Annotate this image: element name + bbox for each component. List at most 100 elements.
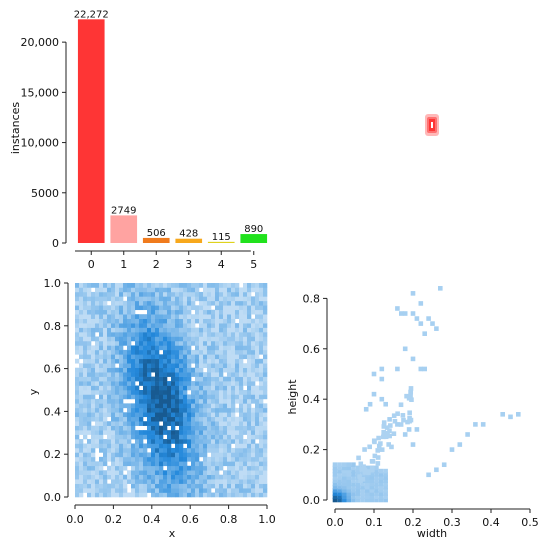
- heatmap-cell: [239, 398, 244, 404]
- heatmap-cell: [195, 296, 200, 302]
- heatmap-cell: [159, 474, 164, 480]
- heatmap-cell: [79, 363, 84, 369]
- heatmap-cell: [187, 345, 192, 351]
- heatmap-cell: [219, 443, 224, 449]
- heatmap-cell: [263, 447, 268, 453]
- heatmap-cell: [223, 416, 228, 422]
- heatmap-cell: [143, 430, 148, 435]
- heatmap-cell: [211, 479, 216, 484]
- heatmap-cell: [87, 456, 92, 462]
- heatmap-cell: [251, 349, 256, 355]
- heatmap-cell: [255, 376, 260, 382]
- heatmap-cell: [123, 372, 128, 377]
- heatmap-cell: [191, 367, 196, 373]
- heatmap-cell: [187, 314, 192, 319]
- heatmap-cell: [371, 438, 377, 444]
- heatmap-cell: [199, 461, 204, 467]
- heatmap-cell: [361, 464, 366, 469]
- heatmap-cell: [351, 468, 356, 474]
- heatmap-cell: [187, 327, 192, 333]
- heatmap-cell: [147, 314, 152, 319]
- heatmap-cell: [332, 478, 338, 484]
- heatmap-cell: [247, 483, 252, 489]
- heatmap-cell: [239, 323, 244, 328]
- heatmap-cell: [155, 309, 160, 315]
- heatmap-cell: [91, 390, 96, 395]
- heatmap-cell: [211, 416, 216, 422]
- heatmap-cell: [227, 452, 232, 458]
- heatmap-cell: [147, 300, 152, 306]
- heatmap-cell: [457, 442, 463, 447]
- heatmap-cell: [223, 412, 228, 418]
- heatmap-cell: [235, 443, 240, 449]
- heatmap-cell: [75, 300, 80, 306]
- heatmap-cell: [235, 461, 240, 467]
- heatmap-cell: [337, 475, 342, 480]
- bar-y-axis-label: instances: [9, 102, 22, 155]
- heatmap-cell: [187, 336, 192, 342]
- heatmap-cell: [147, 398, 152, 404]
- heatmap-cell: [175, 381, 180, 386]
- heatmap-cell: [111, 488, 116, 493]
- heatmap-cell: [255, 394, 260, 400]
- heatmap-cell: [191, 372, 196, 377]
- heatmap-cell: [83, 398, 88, 404]
- heatmap-cell: [179, 443, 184, 449]
- heatmap-cell: [123, 318, 128, 324]
- heatmap-cell: [95, 470, 100, 476]
- heatmap-cell: [83, 407, 88, 413]
- heatmap-cell: [103, 345, 108, 351]
- heatmap-cell: [167, 443, 172, 449]
- heatmap-cell: [203, 403, 208, 409]
- heatmap-cell: [115, 421, 120, 426]
- heatmap-cell: [219, 314, 224, 319]
- heatmap-cell: [163, 318, 168, 324]
- heatmap-cell: [119, 287, 124, 293]
- heatmap-cell: [123, 492, 128, 498]
- xy-x-tick-label: 1.0: [258, 513, 276, 526]
- heatmap-cell: [111, 416, 116, 422]
- heatmap-cell: [231, 314, 236, 319]
- heatmap-cell: [175, 327, 180, 333]
- heatmap-cell: [215, 367, 220, 373]
- heatmap-cell: [151, 305, 156, 311]
- heatmap-cell: [95, 421, 100, 426]
- heatmap-cell: [147, 332, 152, 337]
- heatmap-cell: [259, 363, 264, 369]
- heatmap-cell: [191, 456, 196, 462]
- heatmap-cell: [135, 443, 140, 449]
- heatmap-cell: [159, 372, 164, 377]
- heatmap-cell: [215, 318, 220, 324]
- heatmap-cell: [99, 376, 104, 382]
- heatmap-cell: [83, 283, 88, 288]
- heatmap-cell: [227, 439, 232, 444]
- heatmap-cell: [203, 345, 208, 351]
- heatmap-cell: [143, 474, 148, 480]
- heatmap-cell: [91, 398, 96, 404]
- heatmap-cell: [83, 385, 88, 391]
- heatmap-cell: [99, 488, 104, 493]
- heatmap-cell: [259, 385, 264, 391]
- heatmap-cell: [107, 412, 112, 418]
- heatmap-cell: [147, 363, 152, 369]
- heatmap-cell: [131, 403, 136, 409]
- heatmap-cell: [207, 421, 212, 426]
- heatmap-cell: [239, 358, 244, 364]
- heatmap-cell: [247, 443, 252, 449]
- heatmap-cell: [255, 314, 260, 319]
- heatmap-cell: [341, 475, 347, 480]
- heatmap-cell: [219, 363, 224, 369]
- heatmap-cell: [235, 416, 240, 422]
- heatmap-cell: [243, 443, 248, 449]
- heatmap-cell: [159, 318, 164, 324]
- heatmap-cell: [83, 332, 88, 337]
- heatmap-cell: [243, 398, 248, 404]
- heatmap-cell: [219, 461, 224, 467]
- heatmap-cell: [259, 492, 264, 498]
- heatmap-cell: [79, 425, 84, 431]
- heatmap-cell: [223, 340, 228, 346]
- heatmap-cell: [199, 492, 204, 498]
- heatmap-cell: [259, 474, 264, 480]
- heatmap-cell: [227, 447, 232, 453]
